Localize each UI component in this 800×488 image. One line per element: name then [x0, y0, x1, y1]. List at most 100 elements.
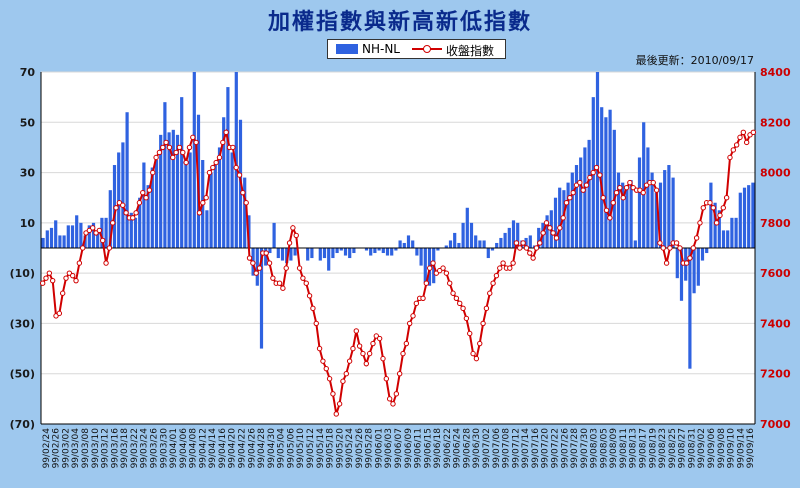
x-tick-label: 99/03/18 — [120, 428, 130, 469]
nh-nl-bar — [545, 215, 549, 248]
nh-nl-bar — [41, 237, 45, 248]
x-tick-label: 99/08/09 — [609, 428, 619, 469]
nh-nl-bar — [146, 185, 150, 248]
x-tick-label: 99/08/11 — [619, 428, 629, 468]
right-tick-label: 8400 — [760, 66, 791, 79]
close-index-point — [300, 275, 306, 281]
x-tick-label: 99/08/19 — [648, 428, 658, 469]
close-index-point — [570, 189, 576, 196]
nh-nl-bar — [243, 177, 247, 248]
close-index-point — [120, 202, 126, 208]
close-index-point — [43, 275, 49, 281]
nh-nl-bar — [62, 235, 66, 248]
close-index-point — [153, 154, 159, 161]
nh-nl-bar — [667, 165, 671, 248]
x-tick-label: 99/07/12 — [511, 428, 521, 468]
nh-nl-bar — [348, 248, 352, 259]
x-tick-label: 99/03/24 — [140, 428, 150, 469]
close-index-point — [720, 205, 727, 211]
close-index-point — [413, 300, 420, 307]
nh-nl-bar — [259, 248, 264, 349]
nh-nl-bar — [100, 217, 104, 248]
close-index-point — [90, 225, 96, 231]
x-tick-label: 99/08/31 — [687, 428, 697, 468]
nh-nl-bar — [482, 240, 486, 248]
legend-bar-swatch — [336, 44, 358, 54]
close-index-point — [660, 245, 666, 251]
x-tick-label: 99/07/14 — [521, 428, 531, 469]
x-tick-label: 99/09/02 — [697, 428, 707, 468]
nh-nl-bar — [574, 165, 579, 248]
nh-nl-bar — [45, 230, 49, 248]
close-index-point — [627, 179, 633, 186]
close-index-point — [520, 240, 526, 246]
nh-nl-bar — [751, 182, 755, 248]
close-index-point — [613, 189, 620, 196]
x-tick-label: 99/06/18 — [433, 428, 443, 469]
nh-nl-bar — [558, 187, 562, 248]
close-index-point — [150, 169, 156, 176]
close-index-point — [513, 240, 520, 246]
close-index-point — [580, 187, 586, 193]
left-tick-label: (10) — [10, 267, 35, 280]
x-tick-label: 99/03/16 — [110, 428, 120, 469]
nh-nl-bar — [276, 248, 280, 259]
x-tick-label: 99/05/24 — [345, 428, 355, 469]
close-index-point — [256, 265, 263, 271]
close-index-point — [687, 255, 693, 261]
nh-nl-bar — [343, 248, 348, 256]
x-tick-label: 99/04/22 — [238, 428, 248, 468]
nh-nl-bar — [406, 235, 411, 248]
close-index-point — [143, 195, 149, 201]
x-tick-label: 99/06/07 — [394, 428, 404, 468]
close-index-point — [713, 220, 720, 226]
nh-nl-bar — [213, 165, 217, 248]
close-index-point — [69, 272, 76, 279]
x-tick-label: 99/08/03 — [590, 428, 600, 468]
nh-nl-bar — [175, 134, 180, 248]
right-axis: 8400 8200 8000 7800 7600 7400 7200 7000 — [760, 66, 791, 431]
x-tick-label: 99/08/25 — [668, 428, 678, 468]
right-tick-label: 7200 — [760, 368, 791, 381]
close-index-point — [567, 195, 573, 201]
close-index-point — [243, 200, 249, 206]
nh-nl-bar — [54, 220, 58, 248]
close-index-point — [190, 134, 196, 141]
nh-nl-bar — [339, 248, 343, 251]
nh-nl-bar — [385, 248, 390, 256]
close-index-point — [270, 275, 276, 281]
close-index-point — [213, 159, 219, 166]
close-index-point — [497, 265, 503, 271]
nh-nl-bar — [373, 248, 377, 254]
x-tick-label: 99/05/12 — [306, 428, 316, 468]
close-index-point — [480, 320, 486, 327]
close-index-point — [63, 275, 69, 281]
close-index-point — [727, 154, 733, 161]
nh-nl-bar — [675, 248, 679, 279]
x-tick-label: 99/06/15 — [423, 428, 433, 468]
nh-nl-bar — [448, 240, 453, 248]
x-tick-label: 99/06/28 — [462, 428, 472, 469]
x-tick-label: 99/03/10 — [91, 428, 101, 469]
left-tick-label: (30) — [10, 317, 35, 330]
close-index-point — [103, 260, 109, 266]
legend-line-marker — [423, 45, 431, 53]
close-index-point — [396, 371, 403, 377]
nh-nl-bar — [83, 235, 87, 248]
nh-nl-bar — [444, 245, 448, 248]
close-index-point — [283, 265, 289, 271]
close-index-point — [310, 305, 316, 312]
close-index-point — [166, 144, 173, 151]
close-index-point — [233, 164, 239, 171]
left-tick-label: (70) — [10, 418, 35, 431]
close-index-point — [550, 230, 556, 236]
x-tick-label: 99/04/12 — [198, 428, 208, 468]
close-index-point — [623, 184, 630, 191]
close-index-point — [663, 260, 670, 266]
nh-nl-bar — [709, 182, 713, 248]
close-index-point — [593, 164, 600, 171]
nh-nl-bar — [369, 248, 373, 256]
nh-nl-bar — [108, 190, 112, 248]
nh-nl-bar — [377, 248, 381, 251]
